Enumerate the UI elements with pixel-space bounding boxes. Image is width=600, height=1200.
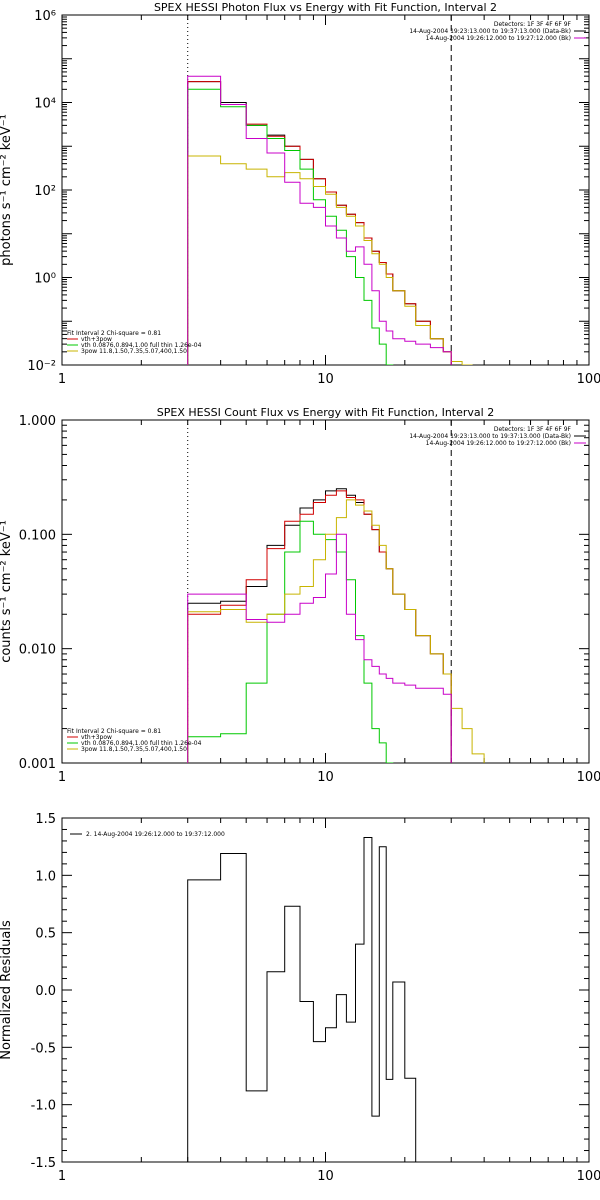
header-line-0: Detectors: 1F 3F 4F 6F 9F: [494, 426, 572, 433]
plot-area: [187, 488, 485, 763]
series-2: [187, 88, 394, 365]
chart-title: SPEX HESSI Photon Flux vs Energy with Fi…: [154, 1, 497, 14]
y-tick-label: -1.0: [31, 1099, 56, 1114]
series-2: [187, 520, 394, 763]
y-tick-label: -1.5: [31, 1156, 56, 1171]
x-tick-label: 1: [58, 372, 66, 387]
header-line-0: Detectors: 1F 3F 4F 6F 9F: [494, 21, 572, 28]
series-0: [187, 488, 452, 763]
x-tick-label: 1: [58, 770, 66, 785]
series-4: [187, 75, 452, 365]
legend-label-0: vth+3pow: [81, 734, 112, 741]
header-line-1: 14-Aug-2004 19:23:13.000 to 19:37:13.000…: [409, 433, 571, 440]
y-tick-label: 0.5: [35, 927, 56, 942]
series-0: [187, 837, 417, 1162]
y-tick-label: 10⁴: [34, 97, 56, 112]
series-3: [187, 155, 473, 365]
y-tick-label: 10⁶: [34, 9, 56, 24]
x-tick-label: 10: [317, 1169, 334, 1184]
x-tick-label: 100: [577, 770, 600, 785]
chart-panel-3: 1 10 100 -1.5 -1.0 -0.5 0.0 0.5 1.0 1.5 Normalized…: [0, 812, 600, 1184]
legend-header: Fit Interval 2 Chi-square = 0.81: [67, 728, 161, 735]
plot-area: [187, 837, 417, 1162]
chart-title: SPEX HESSI Count Flux vs Energy with Fit…: [157, 406, 494, 419]
legend-label-0: vth+3pow: [81, 336, 112, 343]
x-tick-label: 100: [577, 372, 600, 387]
y-axis-label: counts s⁻¹ cm⁻² keV⁻¹: [0, 520, 14, 663]
y-tick-label: 1.5: [35, 812, 56, 827]
x-tick-label: 10: [317, 372, 334, 387]
x-tick-label: 1: [58, 1169, 66, 1184]
plot-area: [187, 75, 473, 365]
legend-label-2: 3pow 11.8,1.50,7.35,5.07,400,1.50: [81, 746, 187, 753]
header-line-1: 14-Aug-2004 19:23:13.000 to 19:37:13.000…: [409, 28, 571, 35]
y-tick-label: 10⁰: [34, 272, 56, 287]
legend-label-0: 2. 14-Aug-2004 19:26:12.000 to 19:37:12.…: [86, 831, 225, 838]
y-tick-label: 1.0: [35, 869, 56, 884]
header-line-2: 14-Aug-2004 19:26:12.000 to 19:27:12.000…: [426, 35, 571, 42]
series-1: [187, 81, 452, 365]
y-tick-label: -0.5: [31, 1041, 56, 1056]
x-tick-label: 10: [317, 770, 334, 785]
chart-panel-2: SPEX HESSI Count Flux vs Energy with Fit…: [0, 406, 600, 785]
y-tick-label: 0.010: [19, 643, 56, 658]
y-tick-label: 0.001: [19, 757, 56, 772]
series-0: [187, 81, 452, 365]
y-tick-label: 0.0: [35, 984, 56, 999]
plot-frame: [61, 817, 590, 1163]
y-axis-label: photons s⁻¹ cm⁻² keV⁻¹: [0, 114, 14, 266]
series-3: [187, 499, 485, 763]
y-tick-label: 10²: [34, 184, 56, 199]
legend-label-1: vth 0.0876,0.894,1.00 full thin 1.26e-04: [81, 740, 202, 747]
y-axis-label: Normalized Residuals: [0, 920, 14, 1060]
legend-header: Fit Interval 2 Chi-square = 0.81: [67, 330, 161, 337]
chart-panel-1: SPEX HESSI Photon Flux vs Energy with Fi…: [0, 1, 600, 387]
series-4: [187, 533, 452, 763]
legend-label-2: 3pow 11.8,1.50,7.35,5.07,400,1.50: [81, 348, 187, 355]
x-tick-label: 100: [577, 1169, 600, 1184]
legend-label-1: vth 0.0876,0.894,1.00 full thin 1.26e-04: [81, 342, 202, 349]
header-line-2: 14-Aug-2004 19:26:12.000 to 19:27:12.000…: [426, 440, 571, 447]
series-1: [187, 490, 452, 763]
y-tick-label: 10⁻²: [27, 359, 56, 374]
y-tick-label: 0.100: [19, 528, 56, 543]
y-tick-label: 1.000: [19, 414, 56, 429]
